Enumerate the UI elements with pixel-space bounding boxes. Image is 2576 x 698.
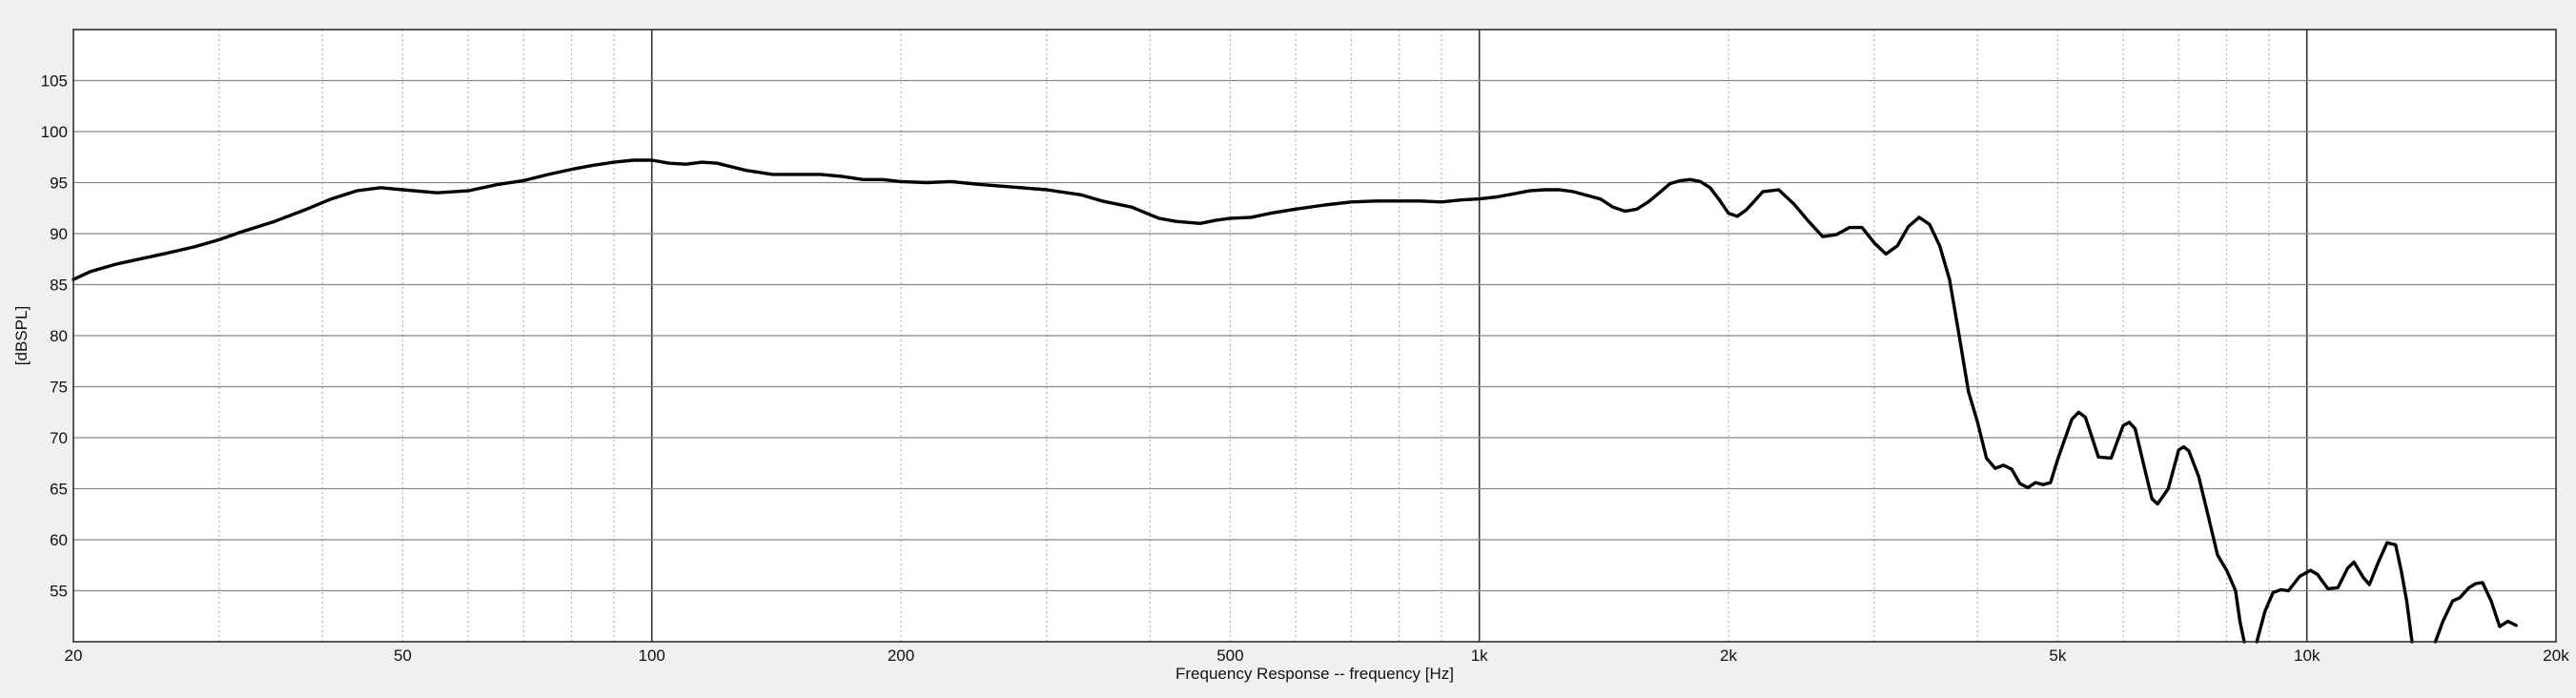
grid [73,30,2556,642]
y-tick-label: 65 [50,481,68,499]
x-tick-label: 50 [394,647,412,665]
x-tick-label: 10k [2294,647,2320,665]
y-tick-label: 60 [50,531,68,549]
y-tick-label: 85 [50,277,68,295]
y-tick-label: 105 [41,72,68,91]
x-tick-label: 200 [888,647,914,665]
plot-area-border [72,29,2557,643]
series-layer [72,158,2518,644]
y-tick-label: 95 [50,174,68,193]
x-tick-label: 20k [2543,647,2569,665]
x-tick-label: 5k [2049,647,2066,665]
series-line-segment [2255,541,2414,644]
y-tick-label: 75 [50,379,68,397]
y-tick-label: 55 [50,583,68,601]
x-tick-label: 20 [65,647,83,665]
series-line-segment [72,158,2246,644]
x-axis-ticks: 20 50 100 200 500 1k 2k 5k 10k 20k [65,647,2570,665]
y-tick-label: 80 [50,327,68,345]
x-axis-label: Frequency Response -- frequency [Hz] [1176,665,1454,683]
y-tick-label: 70 [50,429,68,447]
y-tick-label: 90 [50,225,68,243]
x-tick-label: 2k [1720,647,1737,665]
y-tick-label: 100 [41,123,68,141]
y-axis-label: [dBSPL] [12,306,31,365]
x-tick-label: 100 [639,647,665,665]
y-axis-ticks: 55 60 65 70 75 80 85 90 95 100 105 [41,72,68,601]
x-tick-label: 1k [1471,647,1488,665]
series-line-segment [2433,581,2518,644]
x-tick-label: 500 [1216,647,1243,665]
